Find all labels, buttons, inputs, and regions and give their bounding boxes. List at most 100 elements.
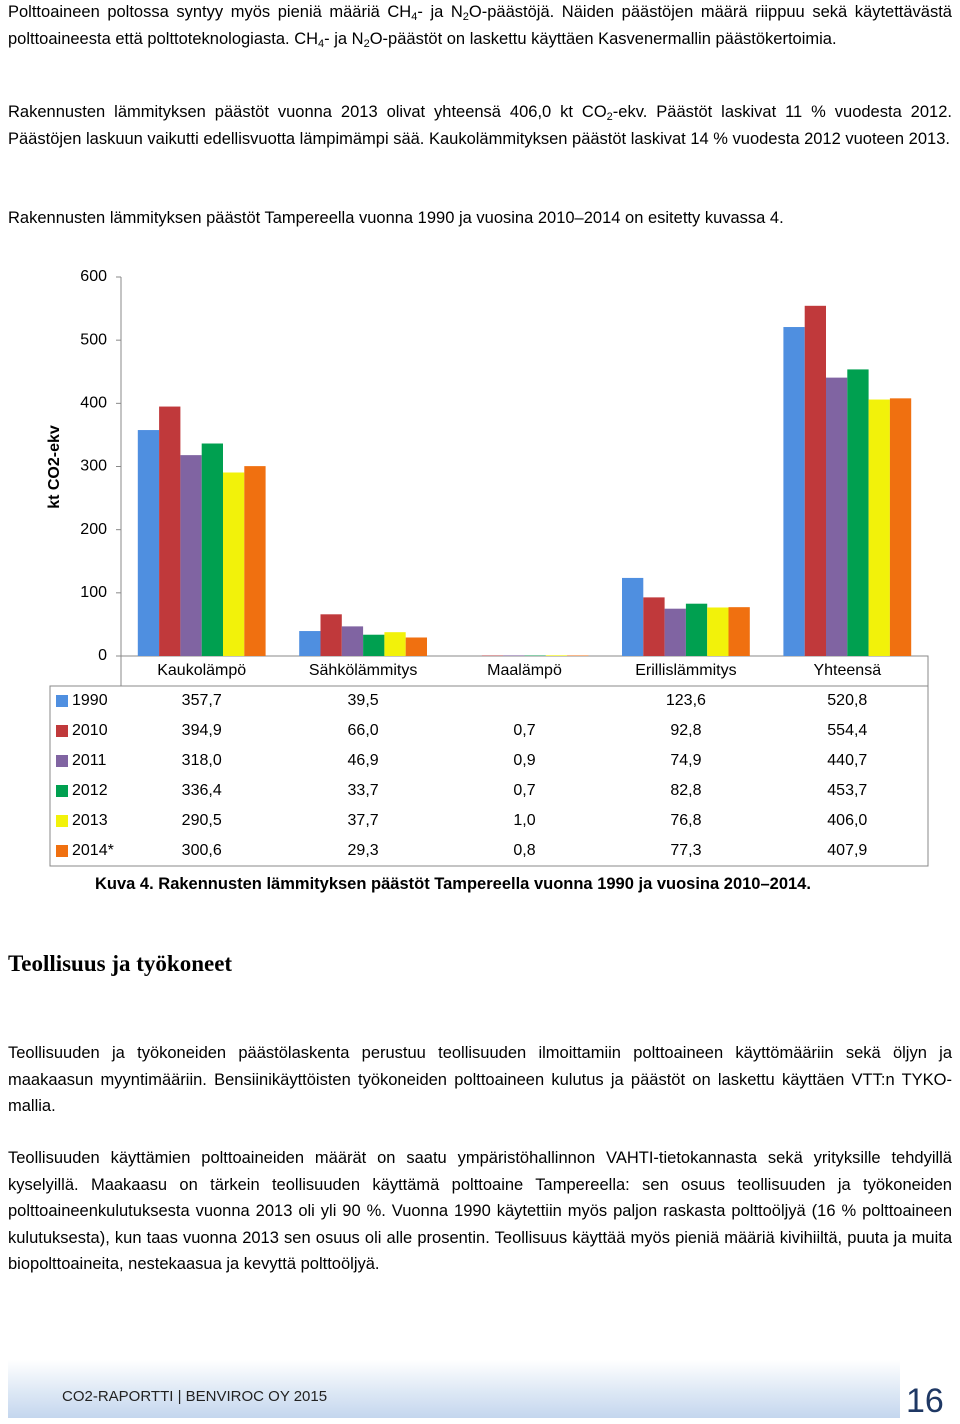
table-cell: 440,7: [827, 752, 867, 769]
table-cell: 357,7: [182, 692, 222, 709]
x-tick-label: Sähkölämmitys: [309, 662, 417, 679]
table-cell: 29,3: [348, 842, 379, 859]
paragraph: Teollisuuden ja työkoneiden päästölasken…: [8, 1044, 952, 1115]
legend-label: 1990: [72, 692, 108, 709]
bar: [223, 472, 245, 656]
y-tick-label: 500: [80, 331, 107, 348]
paragraph: Rakennusten lämmityksen päästöt vuonna 2…: [8, 99, 952, 152]
table-cell: 123,6: [666, 692, 706, 709]
subscript: 4: [318, 37, 325, 50]
text: - ja N: [417, 3, 463, 21]
bar: [826, 377, 848, 656]
y-tick-label: 200: [80, 521, 107, 538]
bar: [384, 632, 406, 656]
legend-swatch: [56, 815, 68, 827]
bar: [804, 305, 826, 656]
legend-label: 2012: [72, 782, 108, 799]
x-tick-label: Erillislämmitys: [635, 662, 736, 679]
table-cell: 77,3: [670, 842, 701, 859]
table-cell: 407,9: [827, 842, 867, 859]
paragraph: Teollisuuden käyttämien polttoaineiden m…: [8, 1149, 952, 1273]
bar: [320, 614, 342, 656]
bar: [783, 327, 805, 656]
table-cell: 92,8: [670, 722, 701, 739]
table-cell: 0,7: [513, 782, 535, 799]
table-cell: 37,7: [348, 812, 379, 829]
bar: [664, 608, 686, 656]
bar: [685, 603, 708, 656]
table-cell: 453,7: [827, 782, 867, 799]
table-cell: 33,7: [348, 782, 379, 799]
x-tick-label: Maalämpö: [487, 662, 562, 679]
text: - ja N: [324, 29, 364, 48]
bar: [567, 655, 589, 656]
table-cell: 46,9: [348, 752, 379, 769]
table-cell: 520,8: [827, 692, 867, 709]
bar: [363, 634, 385, 656]
footer-band: [8, 1360, 900, 1418]
bar: [244, 466, 266, 656]
bar: [137, 430, 160, 656]
text: Polttoaineen poltossa syntyy myös pieniä…: [8, 3, 412, 21]
bar: [889, 398, 912, 656]
table-cell: 0,9: [513, 752, 535, 769]
subscript: 2: [363, 37, 370, 50]
table-cell: 1,0: [513, 812, 535, 829]
bar: [847, 369, 869, 656]
table-cell: 39,5: [348, 692, 379, 709]
legend-swatch: [56, 695, 68, 707]
y-tick-label: 100: [80, 584, 107, 601]
text: -ekv. Päästöt laskivat 11 % vuodesta 201…: [8, 103, 952, 148]
bar: [728, 607, 750, 656]
legend-label: 2011: [72, 752, 107, 769]
bar: [341, 626, 364, 656]
table-cell: 66,0: [348, 722, 379, 739]
y-tick-label: 0: [98, 647, 107, 664]
paragraph: Rakennusten lämmityksen päästöt Tamperee…: [8, 205, 952, 232]
table-cell: 76,8: [670, 812, 701, 829]
bar: [503, 655, 525, 656]
legend-swatch: [56, 845, 68, 857]
legend-swatch: [56, 755, 68, 767]
table-border: [49, 685, 929, 867]
table-cell: 554,4: [827, 722, 867, 739]
section-heading: Teollisuus ja työkoneet: [8, 951, 233, 976]
table-cell: 0,7: [513, 722, 535, 739]
x-tick-label: Kaukolämpö: [157, 662, 246, 679]
bar: [545, 655, 568, 656]
bar: [299, 631, 321, 656]
legend-label: 2013: [72, 812, 108, 829]
text: O-päästöjä. Näiden päästöjen määrä riipp…: [8, 3, 952, 48]
y-tick-label: 300: [80, 458, 107, 475]
table-cell: 318,0: [182, 752, 222, 769]
table-cell: 336,4: [182, 782, 222, 799]
paragraph: Polttoaineen poltossa syntyy myös pieniä…: [8, 0, 952, 52]
table-cell: 0,8: [513, 842, 535, 859]
bar: [622, 577, 644, 656]
bar: [159, 406, 181, 656]
y-tick-label: 600: [80, 268, 107, 285]
table-cell: 406,0: [827, 812, 867, 829]
bar: [643, 597, 665, 656]
bar: [868, 399, 890, 656]
table-cell: 82,8: [670, 782, 701, 799]
figure-caption: Kuva 4. Rakennusten lämmityksen päästöt …: [95, 875, 811, 893]
bar: [405, 637, 427, 656]
subscript: 4: [411, 11, 418, 23]
table-cell: 300,6: [182, 842, 222, 859]
y-tick-label: 400: [80, 395, 107, 412]
text: Rakennusten lämmityksen päästöt vuonna 2…: [8, 103, 607, 121]
table-cell: 74,9: [670, 752, 701, 769]
text: O-päästöt on laskettu käyttäen Kasvenerm…: [369, 29, 837, 48]
legend-label: 2010: [72, 722, 108, 739]
legend-label: 2014*: [72, 842, 114, 859]
bar: [707, 607, 729, 656]
footer-text: CO2-RAPORTTI | BENVIROC OY 2015: [62, 1388, 328, 1405]
page-number: 16: [906, 1382, 944, 1420]
x-tick-label: Yhteensä: [813, 662, 881, 679]
chart: kt CO2-ekv 0 100 200 300 400 500 600 Kaukolämpö…: [46, 268, 929, 867]
bar: [201, 443, 223, 656]
table-cell: 290,5: [182, 812, 222, 829]
text: Rakennusten lämmityksen päästöt Tamperee…: [8, 209, 784, 227]
